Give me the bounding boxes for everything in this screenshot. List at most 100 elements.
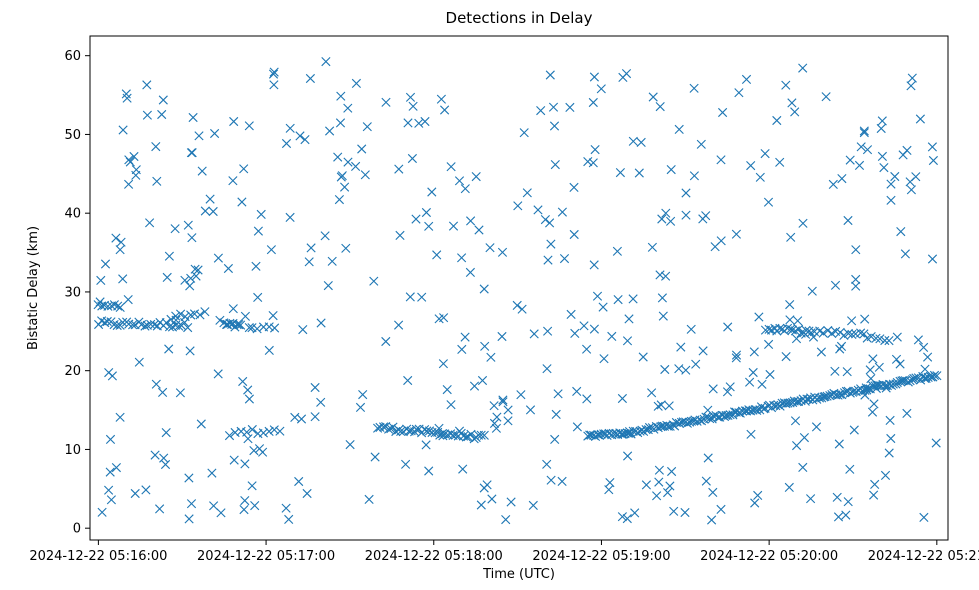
data-point bbox=[823, 325, 833, 336]
data-point bbox=[489, 418, 500, 428]
data-point bbox=[118, 274, 128, 284]
data-point bbox=[546, 475, 556, 485]
data-point bbox=[492, 412, 502, 422]
data-point bbox=[841, 510, 851, 520]
data-point bbox=[351, 161, 361, 171]
data-point bbox=[786, 232, 796, 242]
data-point bbox=[798, 63, 808, 73]
data-point bbox=[208, 206, 218, 217]
data-point bbox=[469, 381, 480, 391]
data-point bbox=[345, 440, 355, 450]
data-point bbox=[745, 377, 755, 387]
data-point bbox=[239, 164, 249, 174]
data-point bbox=[421, 207, 431, 218]
data-point bbox=[748, 367, 758, 378]
data-point bbox=[807, 286, 817, 296]
data-point bbox=[205, 194, 215, 204]
data-point bbox=[184, 473, 194, 483]
data-point bbox=[654, 465, 664, 475]
data-point bbox=[545, 70, 555, 80]
data-point bbox=[411, 214, 421, 224]
data-point bbox=[269, 80, 279, 90]
data-point bbox=[258, 428, 268, 438]
data-point bbox=[843, 497, 853, 507]
data-point bbox=[725, 410, 735, 420]
data-point bbox=[569, 182, 579, 192]
data-point bbox=[162, 272, 172, 282]
data-point bbox=[647, 242, 657, 252]
data-point bbox=[604, 428, 614, 438]
data-point bbox=[305, 73, 315, 84]
data-point bbox=[708, 487, 718, 497]
data-point bbox=[184, 514, 194, 524]
data-point bbox=[454, 426, 465, 436]
data-point bbox=[176, 309, 186, 319]
data-point bbox=[243, 434, 253, 444]
data-point bbox=[557, 207, 567, 217]
data-point bbox=[116, 237, 126, 247]
data-point bbox=[194, 131, 204, 141]
data-point bbox=[746, 161, 756, 171]
data-point bbox=[665, 421, 675, 431]
data-point bbox=[213, 253, 223, 263]
data-point bbox=[190, 264, 200, 274]
data-point bbox=[104, 485, 114, 495]
data-point bbox=[408, 101, 418, 111]
data-point bbox=[229, 116, 239, 127]
data-point bbox=[341, 243, 351, 253]
y-tick-label: 0 bbox=[73, 522, 81, 537]
data-point bbox=[130, 488, 140, 499]
data-point bbox=[741, 74, 752, 84]
data-point bbox=[617, 393, 627, 404]
data-point bbox=[868, 354, 878, 364]
data-point bbox=[808, 395, 818, 405]
data-point bbox=[860, 390, 870, 400]
data-point bbox=[871, 383, 881, 394]
data-point bbox=[843, 215, 853, 226]
data-point bbox=[860, 314, 870, 324]
data-point bbox=[343, 157, 353, 167]
data-point bbox=[582, 344, 592, 354]
data-point bbox=[228, 304, 238, 314]
data-point bbox=[628, 294, 638, 304]
data-point bbox=[596, 84, 606, 94]
data-point bbox=[268, 311, 278, 321]
data-point bbox=[115, 412, 125, 422]
data-point bbox=[896, 227, 906, 237]
data-point bbox=[657, 293, 667, 303]
data-point bbox=[232, 320, 242, 330]
data-point bbox=[654, 477, 664, 487]
y-tick-label: 60 bbox=[64, 49, 81, 64]
data-point bbox=[834, 439, 844, 449]
data-point bbox=[501, 515, 511, 525]
data-point bbox=[565, 102, 575, 112]
data-point bbox=[250, 501, 260, 511]
data-point bbox=[99, 300, 110, 310]
data-point bbox=[140, 321, 150, 331]
data-point bbox=[849, 425, 859, 435]
data-point bbox=[847, 316, 857, 326]
data-point bbox=[97, 507, 107, 517]
data-point bbox=[775, 323, 785, 333]
data-point bbox=[151, 142, 161, 152]
data-point bbox=[269, 425, 279, 435]
data-point bbox=[750, 498, 760, 508]
y-axis: 0 10 20 30 40 50 60 bbox=[64, 49, 90, 537]
data-point bbox=[674, 124, 684, 134]
data-point bbox=[327, 256, 337, 266]
data-point bbox=[680, 507, 690, 518]
x-tick-label: 2024-12-22 05:21:00 bbox=[868, 549, 979, 564]
data-point bbox=[689, 83, 699, 93]
data-point bbox=[302, 488, 312, 499]
data-point bbox=[360, 170, 370, 180]
data-point bbox=[522, 188, 532, 198]
data-point bbox=[798, 218, 808, 228]
data-point bbox=[421, 440, 431, 450]
data-point bbox=[617, 512, 627, 522]
data-point bbox=[370, 452, 380, 462]
data-point bbox=[244, 121, 254, 131]
data-point bbox=[142, 80, 152, 90]
data-point bbox=[913, 335, 923, 345]
data-point bbox=[395, 230, 405, 240]
data-point bbox=[811, 422, 822, 432]
